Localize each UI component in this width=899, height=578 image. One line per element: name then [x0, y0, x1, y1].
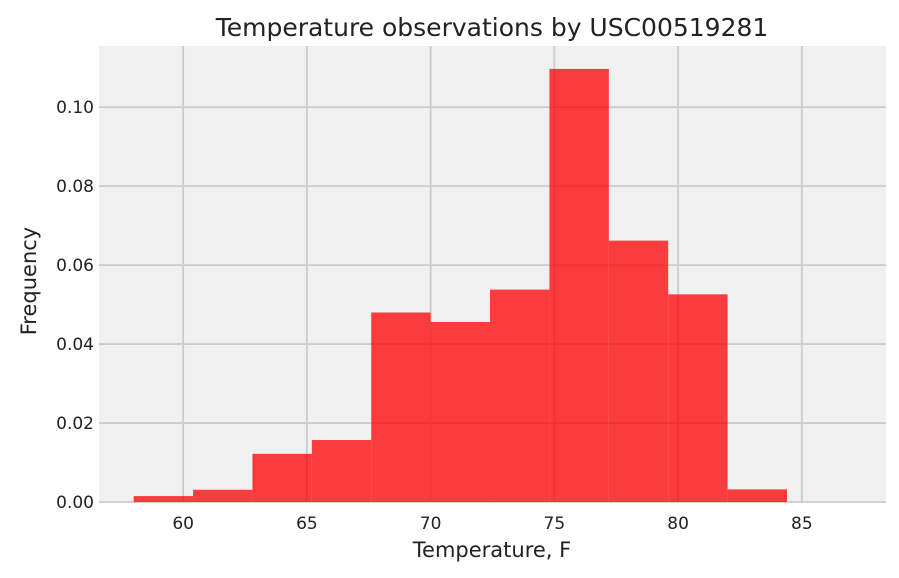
histogram-bar [608, 240, 669, 502]
x-axis-label: Temperature, F [412, 538, 571, 562]
histogram-bar [252, 453, 312, 502]
x-tick-label: 75 [544, 514, 566, 534]
histogram-bar [549, 68, 609, 502]
histogram-bar [727, 489, 788, 502]
x-tick-label: 60 [172, 514, 194, 534]
bars [133, 68, 788, 502]
y-tick-label: 0.08 [56, 177, 94, 197]
histogram-bar [490, 289, 550, 502]
tick-labels: 60 65 70 75 80 85 0.00 0.02 0.04 0.06 0.08 0.10 [56, 98, 813, 534]
y-tick-label: 0.10 [56, 98, 94, 118]
histogram-bar [311, 440, 372, 502]
histogram-bar [430, 321, 491, 502]
chart-title: Temperature observations by USC00519281 [215, 13, 769, 42]
y-tick-label: 0.04 [56, 335, 94, 355]
histogram-bar [668, 294, 728, 502]
histogram-bar [133, 496, 194, 502]
x-tick-label: 80 [667, 514, 689, 534]
y-tick-label: 0.00 [56, 493, 94, 513]
histogram-bar [371, 312, 431, 502]
y-tick-label: 0.02 [56, 414, 94, 434]
histogram-bar [193, 489, 253, 502]
x-tick-label: 65 [296, 514, 318, 534]
x-tick-label: 70 [420, 514, 442, 534]
x-tick-label: 85 [791, 514, 813, 534]
y-axis-label: Frequency [17, 227, 41, 336]
y-tick-label: 0.06 [56, 256, 94, 276]
